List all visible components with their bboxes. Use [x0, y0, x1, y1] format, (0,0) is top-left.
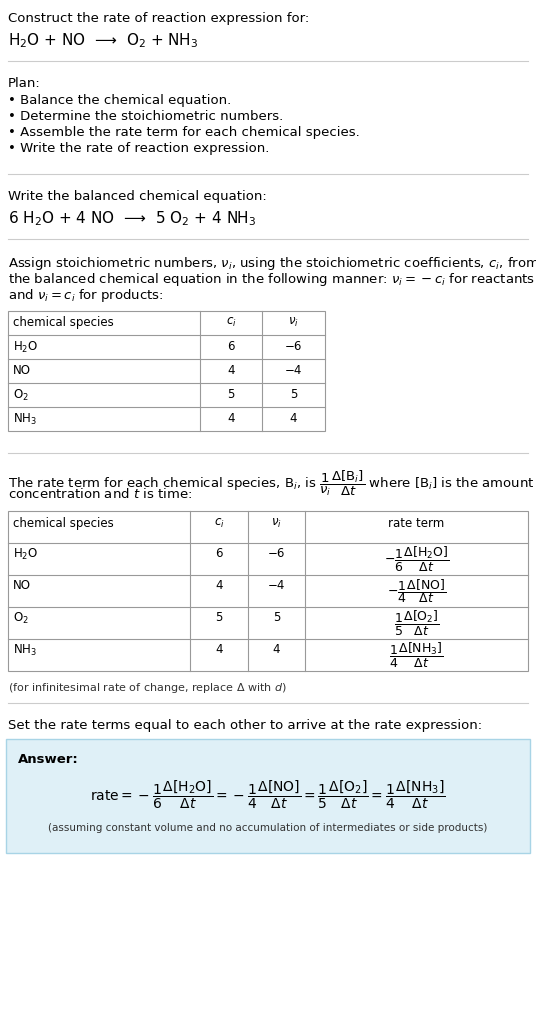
Text: the balanced chemical equation in the following manner: $\nu_i = -c_i$ for react: the balanced chemical equation in the fo… — [8, 271, 535, 288]
Text: Write the balanced chemical equation:: Write the balanced chemical equation: — [8, 190, 267, 203]
Text: Assign stoichiometric numbers, $\nu_i$, using the stoichiometric coefficients, $: Assign stoichiometric numbers, $\nu_i$, … — [8, 255, 536, 272]
Text: concentration and $t$ is time:: concentration and $t$ is time: — [8, 487, 192, 501]
Text: $\dfrac{1}{5}\dfrac{\Delta[\mathrm{O_2}]}{\Delta t}$: $\dfrac{1}{5}\dfrac{\Delta[\mathrm{O_2}]… — [393, 609, 440, 638]
FancyBboxPatch shape — [8, 311, 325, 431]
Text: 5: 5 — [215, 611, 222, 624]
FancyBboxPatch shape — [6, 739, 530, 853]
Text: Construct the rate of reaction expression for:: Construct the rate of reaction expressio… — [8, 12, 309, 25]
Text: (for infinitesimal rate of change, replace Δ with $d$): (for infinitesimal rate of change, repla… — [8, 681, 287, 695]
Text: −4: −4 — [268, 579, 285, 592]
Text: NO: NO — [13, 579, 31, 592]
Text: NH$_3$: NH$_3$ — [13, 643, 37, 658]
Text: • Write the rate of reaction expression.: • Write the rate of reaction expression. — [8, 142, 270, 155]
Text: Set the rate terms equal to each other to arrive at the rate expression:: Set the rate terms equal to each other t… — [8, 719, 482, 732]
Text: H$_2$O: H$_2$O — [13, 340, 38, 355]
Text: O$_2$: O$_2$ — [13, 611, 29, 626]
Text: • Determine the stoichiometric numbers.: • Determine the stoichiometric numbers. — [8, 110, 283, 123]
Text: 4: 4 — [227, 412, 235, 425]
Text: 5: 5 — [273, 611, 280, 624]
Text: rate term: rate term — [389, 517, 445, 530]
Text: NH$_3$: NH$_3$ — [13, 412, 37, 427]
Text: 4: 4 — [227, 364, 235, 377]
Text: 6: 6 — [215, 547, 223, 560]
Text: H$_2$O: H$_2$O — [13, 547, 38, 562]
Text: 4: 4 — [290, 412, 297, 425]
Text: 4: 4 — [215, 643, 223, 656]
Text: 5: 5 — [227, 388, 235, 401]
Text: $c_i$: $c_i$ — [226, 316, 236, 329]
Text: and $\nu_i = c_i$ for products:: and $\nu_i = c_i$ for products: — [8, 287, 163, 304]
Text: $\nu_i$: $\nu_i$ — [288, 316, 299, 329]
Text: chemical species: chemical species — [13, 316, 114, 329]
Text: $-\dfrac{1}{6}\dfrac{\Delta[\mathrm{H_2O}]}{\Delta t}$: $-\dfrac{1}{6}\dfrac{\Delta[\mathrm{H_2O… — [384, 545, 449, 574]
Text: 4: 4 — [273, 643, 280, 656]
Text: −6: −6 — [268, 547, 285, 560]
Text: O$_2$: O$_2$ — [13, 388, 29, 403]
Text: $\nu_i$: $\nu_i$ — [271, 517, 282, 530]
Text: $c_i$: $c_i$ — [214, 517, 225, 530]
Text: 4: 4 — [215, 579, 223, 592]
Text: • Assemble the rate term for each chemical species.: • Assemble the rate term for each chemic… — [8, 126, 360, 139]
Text: Answer:: Answer: — [18, 753, 79, 766]
Text: $-\dfrac{1}{4}\dfrac{\Delta[\mathrm{NO}]}{\Delta t}$: $-\dfrac{1}{4}\dfrac{\Delta[\mathrm{NO}]… — [387, 577, 446, 605]
Text: $\dfrac{1}{4}\dfrac{\Delta[\mathrm{NH_3}]}{\Delta t}$: $\dfrac{1}{4}\dfrac{\Delta[\mathrm{NH_3}… — [389, 641, 444, 670]
Text: The rate term for each chemical species, B$_i$, is $\dfrac{1}{\nu_i}\dfrac{\Delt: The rate term for each chemical species,… — [8, 469, 534, 499]
Text: H$_2$O + NO  ⟶  O$_2$ + NH$_3$: H$_2$O + NO ⟶ O$_2$ + NH$_3$ — [8, 31, 198, 50]
Text: −4: −4 — [285, 364, 302, 377]
Text: 6 H$_2$O + 4 NO  ⟶  5 O$_2$ + 4 NH$_3$: 6 H$_2$O + 4 NO ⟶ 5 O$_2$ + 4 NH$_3$ — [8, 209, 257, 227]
Text: chemical species: chemical species — [13, 517, 114, 530]
Text: $\mathrm{rate} = -\dfrac{1}{6}\dfrac{\Delta[\mathrm{H_2O}]}{\Delta t} = -\dfrac{: $\mathrm{rate} = -\dfrac{1}{6}\dfrac{\De… — [90, 779, 446, 811]
Text: −6: −6 — [285, 340, 302, 353]
Text: Plan:: Plan: — [8, 77, 41, 90]
Text: 6: 6 — [227, 340, 235, 353]
FancyBboxPatch shape — [8, 511, 528, 671]
Text: (assuming constant volume and no accumulation of intermediates or side products): (assuming constant volume and no accumul… — [48, 823, 488, 833]
Text: NO: NO — [13, 364, 31, 377]
Text: • Balance the chemical equation.: • Balance the chemical equation. — [8, 94, 231, 106]
Text: 5: 5 — [290, 388, 297, 401]
